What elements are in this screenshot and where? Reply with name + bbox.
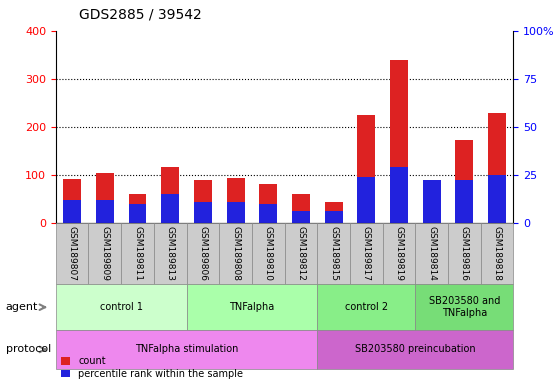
Text: control 1: control 1 — [100, 302, 143, 312]
Bar — [325, 211, 343, 223]
Bar — [390, 60, 408, 223]
Bar — [128, 194, 147, 223]
Bar — [422, 180, 441, 223]
Text: GSM189809: GSM189809 — [100, 226, 109, 281]
Text: GDS2885 / 39542: GDS2885 / 39542 — [79, 8, 201, 22]
Bar — [357, 177, 376, 223]
Text: TNFalpha stimulation: TNFalpha stimulation — [135, 344, 238, 354]
Bar — [194, 202, 212, 223]
Text: GSM189806: GSM189806 — [199, 226, 208, 281]
Text: GSM189814: GSM189814 — [427, 226, 436, 281]
Bar — [161, 167, 179, 223]
Bar — [96, 173, 114, 223]
Bar — [292, 211, 310, 223]
Text: TNFalpha: TNFalpha — [229, 302, 275, 312]
Text: GSM189818: GSM189818 — [493, 226, 502, 281]
Text: GSM189819: GSM189819 — [395, 226, 403, 281]
Bar — [63, 200, 81, 223]
Bar — [63, 179, 81, 223]
Bar — [259, 204, 277, 223]
Bar — [161, 194, 179, 223]
Bar — [227, 178, 244, 223]
Bar — [455, 180, 473, 223]
Text: control 2: control 2 — [345, 302, 388, 312]
Bar — [422, 180, 441, 223]
Bar — [128, 204, 147, 223]
Text: GSM189815: GSM189815 — [329, 226, 338, 281]
Bar — [325, 202, 343, 223]
Text: GSM189808: GSM189808 — [231, 226, 240, 281]
Bar — [292, 194, 310, 223]
Text: GSM189807: GSM189807 — [68, 226, 76, 281]
Text: GSM189817: GSM189817 — [362, 226, 371, 281]
Text: agent: agent — [6, 302, 38, 312]
Bar — [357, 115, 376, 223]
Bar — [227, 202, 244, 223]
Bar — [194, 180, 212, 223]
Text: GSM189816: GSM189816 — [460, 226, 469, 281]
Bar — [455, 140, 473, 223]
Bar — [96, 200, 114, 223]
Text: SB203580 and
TNFalpha: SB203580 and TNFalpha — [429, 296, 500, 318]
Text: GSM189812: GSM189812 — [296, 226, 305, 281]
Bar — [488, 113, 506, 223]
Bar — [259, 184, 277, 223]
Bar — [390, 167, 408, 223]
Text: GSM189811: GSM189811 — [133, 226, 142, 281]
Text: GSM189813: GSM189813 — [166, 226, 175, 281]
Bar — [488, 175, 506, 223]
Text: SB203580 preincubation: SB203580 preincubation — [355, 344, 475, 354]
Legend: count, percentile rank within the sample: count, percentile rank within the sample — [61, 356, 243, 379]
Text: protocol: protocol — [6, 344, 51, 354]
Text: GSM189810: GSM189810 — [264, 226, 273, 281]
